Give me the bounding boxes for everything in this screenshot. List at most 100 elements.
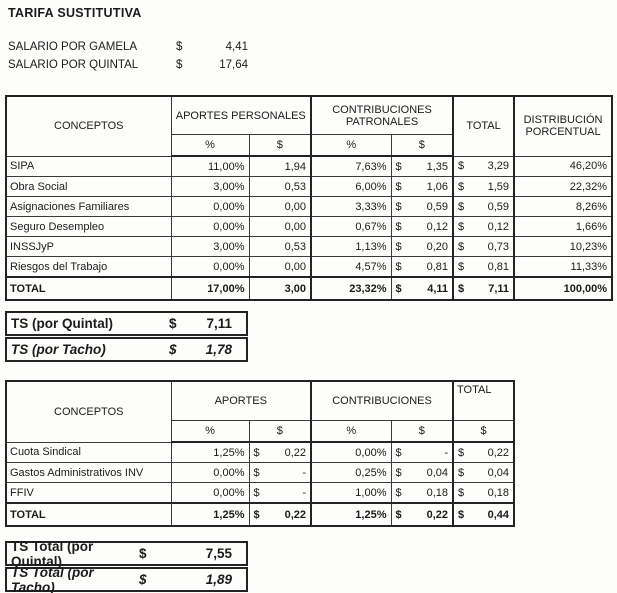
table-row-asignaciones: Asignaciones Familiares 0,00% 0,00 3,33%…	[5, 196, 613, 217]
ts-label: TS (por Quintal)	[11, 316, 113, 331]
cell-contrib-monto: $0,81	[390, 256, 454, 278]
currency-symbol: $	[458, 240, 465, 253]
currency-symbol: $	[395, 508, 402, 521]
salary-row-quintal: SALARIO POR QUINTAL $ 17,64	[8, 56, 250, 74]
table-tarifa-sustitutiva: CONCEPTOS APORTES PERSONALES CONTRIBUCIO…	[5, 95, 614, 301]
cell-value: -	[302, 486, 306, 499]
cell-total-monto: $0,04	[452, 462, 515, 483]
salary-row-gamela: SALARIO POR GAMELA $ 4,41	[8, 38, 250, 56]
cell-distribucion: 11,33%	[513, 256, 613, 278]
subheader-pct: %	[170, 134, 250, 157]
ts-por-tacho-box: TS (por Tacho) $ 1,78	[5, 337, 248, 362]
cell-contrib-pct: 1,13%	[310, 236, 392, 257]
header-total: TOTAL	[452, 380, 515, 421]
cell-distribucion: 10,23%	[513, 236, 613, 257]
cell-distribucion: 1,66%	[513, 216, 613, 237]
cell-value: 0,73	[487, 240, 510, 253]
cell-total-monto: $0,59	[452, 196, 515, 217]
table-row-total: TOTAL 1,25% $0,22 1,25% $0,22 $0,44	[5, 502, 515, 527]
currency-symbol: $	[458, 160, 465, 173]
ts-value: 1,89	[205, 572, 232, 587]
cell-concepto: INSSJyP	[5, 236, 172, 257]
cell-total-monto: $0,22	[452, 441, 515, 463]
cell-distribucion: 100,00%	[513, 276, 613, 301]
currency-symbol: $	[395, 260, 402, 273]
currency-symbol: $	[458, 260, 465, 273]
cell-aporte-pct: 0,00%	[170, 196, 250, 217]
table-row-seguro-desempleo: Seguro Desempleo 0,00% 0,00 0,67% $0,12 …	[5, 216, 613, 237]
cell-aporte-monto: 0,53	[248, 176, 312, 197]
currency-symbol: $	[395, 282, 402, 295]
header-contribuciones-patronales: CONTRIBUCIONES PATRONALES	[310, 95, 454, 135]
cell-aporte-monto: 0,53	[248, 236, 312, 257]
ts-label: TS (por Tacho)	[11, 342, 106, 357]
cell-contrib-monto: $0,12	[390, 216, 454, 237]
cell-concepto: Riesgos del Trabajo	[5, 256, 172, 278]
table-row-total: TOTAL 17,00% 3,00 23,32% $4,11 $7,11 100…	[5, 276, 613, 301]
cell-total-monto: $3,29	[452, 155, 515, 177]
cell-value: 0,59	[487, 200, 510, 213]
cell-aporte-monto: $0,22	[248, 502, 312, 527]
cell-contrib-pct: 0,67%	[310, 216, 392, 237]
currency-symbol: $	[395, 486, 402, 499]
currency-symbol: $	[395, 240, 402, 253]
currency-symbol: $	[176, 41, 183, 53]
cell-aporte-pct: 1,25%	[170, 502, 250, 527]
ts-label: TS Total (por Tacho)	[11, 564, 94, 593]
currency-symbol: $	[395, 160, 402, 173]
cell-aporte-monto: 3,00	[248, 276, 312, 301]
cell-value: 1,59	[487, 180, 510, 193]
table-row-inssjyp: INSSJyP 3,00% 0,53 1,13% $0,20 $0,73 10,…	[5, 236, 613, 257]
cell-value: 3,29	[487, 160, 510, 173]
currency-symbol: $	[253, 508, 260, 521]
cell-concepto: Cuota Sindical	[5, 441, 172, 463]
cell-distribucion: 8,26%	[513, 196, 613, 217]
cell-total-monto: $0,12	[452, 216, 515, 237]
cell-value: 0,18	[426, 486, 448, 499]
cell-contrib-pct: 23,32%	[310, 276, 392, 301]
cell-contrib-monto: $1,35	[390, 155, 454, 177]
cell-value: 1,06	[426, 180, 449, 193]
cell-contrib-monto: $0,59	[390, 196, 454, 217]
cell-total-monto: $0,44	[452, 502, 515, 527]
header-distribucion: DISTRIBUCIÓN PORCENTUAL	[513, 95, 613, 157]
cell-concepto: TOTAL	[5, 502, 172, 527]
ts-value: 7,11	[206, 316, 232, 331]
cell-concepto: Asignaciones Familiares	[5, 196, 172, 217]
subheader-pct: %	[310, 420, 392, 443]
cell-aporte-monto: $ -	[248, 462, 312, 483]
cell-aporte-pct: 1,25%	[170, 441, 250, 463]
cell-value: 0,18	[487, 486, 509, 499]
header-conceptos: CONCEPTOS	[5, 380, 172, 443]
cell-contrib-monto: $0,20	[390, 236, 454, 257]
cell-value: 4,11	[427, 282, 449, 295]
cell-contrib-pct: 3,33%	[310, 196, 392, 217]
ts-value: 1,78	[205, 342, 232, 357]
cell-value: 7,11	[488, 282, 510, 295]
currency-symbol: $	[458, 466, 465, 479]
cell-aporte-pct: 0,00%	[170, 256, 250, 278]
subheader-pct: %	[170, 420, 250, 443]
cell-value: 0,22	[487, 446, 509, 459]
table-sindical: CONCEPTOS APORTES CONTRIBUCIONES TOTAL %…	[5, 380, 515, 527]
currency-symbol: $	[176, 59, 183, 71]
currency-symbol: $	[395, 220, 402, 233]
cell-total-monto: $1,59	[452, 176, 515, 197]
header-aportes-personales: APORTES PERSONALES	[170, 95, 312, 135]
cell-total-monto: $0,18	[452, 482, 515, 504]
currency-symbol: $	[169, 342, 177, 357]
ts-total-por-tacho-box: TS Total (por Tacho) $ 1,89	[5, 564, 248, 593]
cell-aporte-pct: 17,00%	[170, 276, 250, 301]
cell-value: 0,20	[426, 240, 449, 253]
currency-symbol: $	[253, 446, 260, 459]
subheader-cur: $	[390, 134, 454, 157]
cell-value: 0,12	[487, 220, 510, 233]
table-row-obra-social: Obra Social 3,00% 0,53 6,00% $1,06 $1,59…	[5, 176, 613, 197]
ts-total-summary-group: TS Total (por Quintal) $ 7,55 TS Total (…	[5, 539, 248, 593]
cell-value: 0,81	[487, 260, 510, 273]
cell-aporte-pct: 3,00%	[170, 236, 250, 257]
subheader-cur: $	[248, 420, 312, 443]
page-title: TARIFA SUSTITUTIVA	[8, 6, 142, 20]
table-row-sipa: SIPA 11,00% 1,94 7,63% $1,35 $3,29 46,20…	[5, 155, 613, 177]
